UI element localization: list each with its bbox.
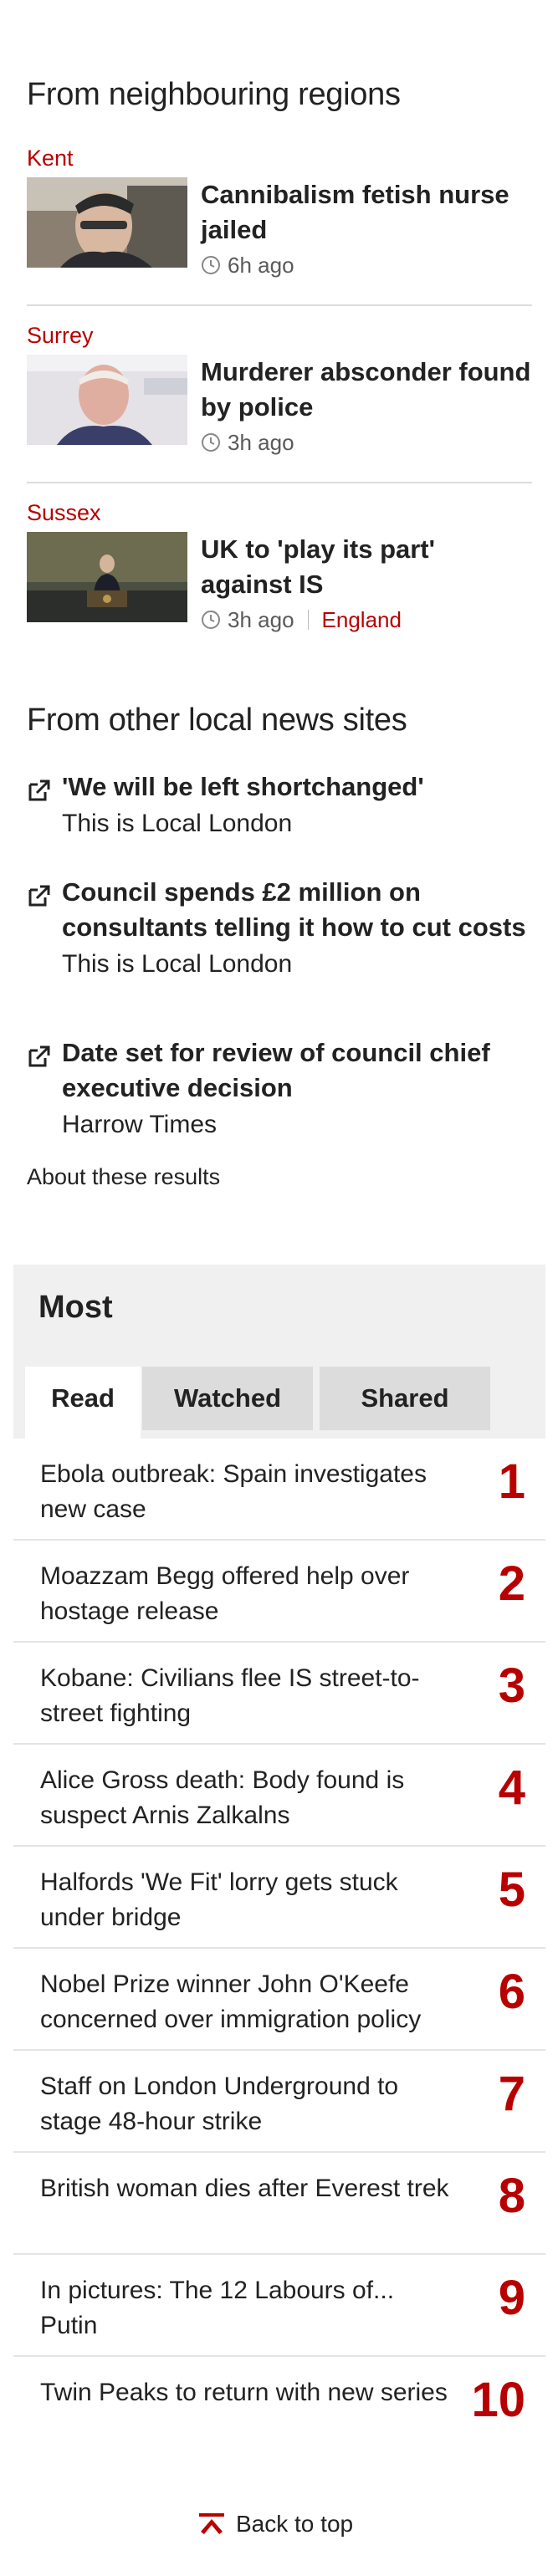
clock-icon	[202, 256, 220, 274]
about-results-link[interactable]: About these results	[27, 1164, 221, 1189]
local-news-item: Date set for review of council chief exe…	[27, 1035, 532, 1142]
external-link-icon	[28, 1045, 50, 1067]
most-headline-link[interactable]: Ebola outbreak: Spain investigates new c…	[40, 1460, 427, 1523]
story-title-link[interactable]: Murderer absconder found by police	[201, 357, 531, 422]
local-news-item: 'We will be left shortchanged' This is L…	[27, 769, 532, 841]
rank-number: 1	[498, 1454, 525, 1509]
story-timestamp: 6h ago	[228, 252, 294, 278]
most-headline-link[interactable]: Moazzam Begg offered help over hostage r…	[40, 1562, 410, 1625]
local-news-title-link[interactable]: Date set for review of council chief exe…	[62, 1038, 490, 1102]
story-timestamp: 3h ago	[228, 429, 294, 455]
local-news-source: Harrow Times	[62, 1111, 218, 1138]
local-news-item: Council spends £2 million on consultants…	[27, 875, 532, 982]
back-to-top-link[interactable]: Back to top	[197, 2511, 353, 2538]
clock-icon	[202, 611, 220, 629]
most-headline-link[interactable]: In pictures: The 12 Labours of... Putin	[40, 2277, 395, 2339]
rank-number: 8	[498, 2169, 525, 2223]
most-headline-link[interactable]: Staff on London Underground to stage 48-…	[40, 2073, 399, 2135]
local-sites-heading: From other local news sites	[27, 703, 407, 738]
list-item[interactable]: Halfords 'We Fit' lorry gets stuck under…	[13, 1847, 545, 1949]
list-item[interactable]: Moazzam Begg offered help over hostage r…	[13, 1541, 545, 1643]
divider	[27, 304, 532, 306]
most-heading: Most	[38, 1290, 113, 1325]
back-to-top-label: Back to top	[236, 2511, 354, 2537]
section-link-england[interactable]: England	[321, 606, 402, 632]
meta-separator	[307, 610, 309, 630]
local-news-title-link[interactable]: 'We will be left shortchanged'	[62, 772, 424, 801]
list-item[interactable]: Ebola outbreak: Spain investigates new c…	[13, 1439, 545, 1541]
most-headline-link[interactable]: Kobane: Civilians flee IS street-to-stre…	[40, 1664, 420, 1727]
most-headline-link[interactable]: Alice Gross death: Body found is suspect…	[40, 1766, 405, 1829]
most-headline-link[interactable]: Nobel Prize winner John O'Keefe concerne…	[40, 1970, 422, 2033]
rank-number: 6	[498, 1965, 525, 2019]
tab-watched[interactable]: Watched	[142, 1367, 313, 1430]
story-timestamp: 3h ago	[228, 606, 294, 632]
region-link-sussex[interactable]: Sussex	[27, 500, 101, 525]
list-item[interactable]: Twin Peaks to return with new series 10	[13, 2357, 545, 2459]
external-link-icon	[28, 779, 50, 801]
story-thumbnail[interactable]	[27, 177, 187, 268]
list-item[interactable]: Kobane: Civilians flee IS street-to-stre…	[13, 1643, 545, 1745]
most-read-list: Ebola outbreak: Spain investigates new c…	[13, 1439, 545, 2459]
region-link-kent[interactable]: Kent	[27, 146, 74, 171]
rank-number: 2	[498, 1556, 525, 1611]
region-story: Sussex UK to 'play its part' against IS …	[27, 498, 532, 632]
tab-read[interactable]: Read	[25, 1367, 141, 1439]
most-headline-link[interactable]: Twin Peaks to return with new series	[40, 2379, 448, 2406]
rank-number: 3	[498, 1659, 525, 1713]
list-item[interactable]: Alice Gross death: Body found is suspect…	[13, 1745, 545, 1847]
rank-number: 4	[498, 1761, 525, 1815]
rank-number: 5	[498, 1863, 525, 1917]
story-title-link[interactable]: UK to 'play its part' against IS	[201, 534, 435, 599]
story-thumbnail[interactable]	[27, 532, 187, 622]
rank-number: 10	[471, 2373, 525, 2427]
list-item[interactable]: Staff on London Underground to stage 48-…	[13, 2051, 545, 2153]
clock-icon	[202, 433, 220, 452]
divider	[27, 482, 532, 483]
rank-number: 9	[498, 2271, 525, 2325]
tab-shared[interactable]: Shared	[320, 1367, 490, 1430]
region-story: Kent Cannibalism fetish nurse jailed 6h …	[27, 144, 532, 278]
back-to-top-arrow-icon	[199, 2513, 224, 2534]
list-item[interactable]: Nobel Prize winner John O'Keefe concerne…	[13, 1949, 545, 2051]
local-news-source: This is Local London	[62, 810, 293, 837]
most-popular-panel: Most Read Watched Shared	[13, 1265, 545, 1439]
rank-number: 7	[498, 2067, 525, 2121]
story-meta: 3h ago England	[201, 606, 532, 634]
local-news-title-link[interactable]: Council spends £2 million on consultants…	[62, 877, 526, 942]
region-link-surrey[interactable]: Surrey	[27, 323, 94, 348]
external-link-icon	[28, 885, 50, 907]
story-meta: 6h ago	[201, 251, 532, 279]
most-headline-link[interactable]: Halfords 'We Fit' lorry gets stuck under…	[40, 1868, 398, 1931]
local-news-source: This is Local London	[62, 950, 293, 978]
neighbouring-regions-heading: From neighbouring regions	[27, 77, 401, 112]
story-title-link[interactable]: Cannibalism fetish nurse jailed	[201, 180, 509, 244]
most-headline-link[interactable]: British woman dies after Everest trek	[40, 2175, 449, 2202]
story-thumbnail[interactable]	[27, 355, 187, 445]
region-story: Surrey Murderer absconder found by polic…	[27, 321, 532, 455]
list-item[interactable]: British woman dies after Everest trek 8	[13, 2153, 545, 2255]
story-meta: 3h ago	[201, 428, 532, 457]
list-item[interactable]: In pictures: The 12 Labours of... Putin …	[13, 2255, 545, 2357]
